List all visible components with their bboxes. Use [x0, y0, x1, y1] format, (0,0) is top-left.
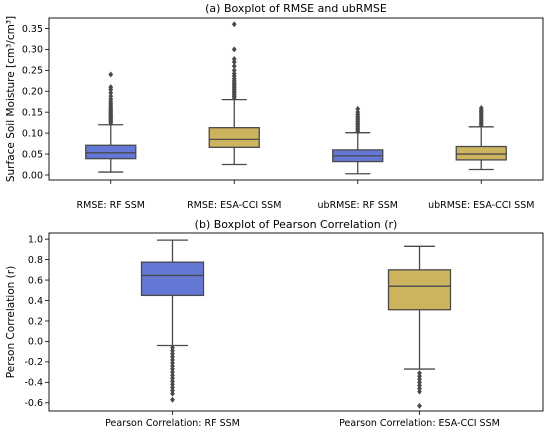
outlier-point — [170, 384, 175, 391]
panel-b-ylabel: Person Correlation (r) — [5, 266, 17, 378]
box-iqr — [387, 269, 452, 311]
category-label: RMSE: RF SSM — [77, 200, 145, 211]
outlier-point — [417, 370, 422, 377]
category-label: Pearson Correlation: RF SSM — [105, 418, 240, 429]
panel-b-category-labels: Pearson Correlation: RF SSM Pearson Corre… — [105, 411, 500, 429]
panel-a: (a) Boxplot of RMSE and ubRMSE Surface S… — [5, 2, 544, 211]
y-tick-label: 0.6 — [28, 275, 43, 286]
outlier-point — [170, 344, 175, 351]
outlier-point — [170, 396, 175, 403]
y-tick-label: 0.20 — [22, 87, 43, 98]
y-tick-label: 0.10 — [22, 128, 43, 139]
box-iqr — [85, 144, 137, 160]
y-tick-label: -0.4 — [24, 378, 43, 389]
box-1 — [85, 71, 137, 173]
outlier-point — [170, 378, 175, 385]
box-2 — [387, 245, 452, 409]
outlier-point — [417, 379, 422, 386]
panel-b-frame — [48, 232, 544, 412]
outlier-point — [478, 105, 484, 111]
outlier-point — [417, 376, 422, 383]
outlier-point — [170, 372, 175, 379]
y-tick-label: -0.2 — [24, 357, 43, 368]
y-tick-label: 0.05 — [22, 149, 43, 160]
outlier-point — [170, 356, 175, 363]
panel-b-boxes — [140, 239, 452, 409]
outlier-point — [231, 70, 237, 77]
outlier-point — [231, 67, 237, 74]
outlier-point — [170, 369, 175, 376]
outlier-point — [170, 390, 175, 397]
category-label: Pearson Correlation: ESA-CCI SSM — [339, 418, 500, 429]
y-tick-label: 0.35 — [22, 24, 43, 35]
outlier-point — [231, 21, 237, 28]
outlier-point — [170, 359, 175, 366]
y-tick-label: 0.2 — [28, 316, 43, 327]
box-iqr — [140, 261, 205, 297]
y-tick-label: 0.00 — [22, 170, 43, 181]
box-3 — [332, 105, 384, 175]
outlier-point — [108, 84, 114, 91]
y-tick-label: 0.25 — [22, 66, 43, 77]
category-label: ubRMSE: RF SSM — [318, 200, 398, 211]
outlier-point — [231, 63, 237, 70]
y-tick-label: 0.15 — [22, 107, 43, 118]
outlier-point — [170, 366, 175, 373]
box-iqr — [208, 127, 260, 148]
outlier-point — [417, 388, 422, 395]
y-tick-label: -0.6 — [24, 398, 43, 409]
outlier-point — [170, 381, 175, 388]
box-2 — [208, 21, 260, 166]
outlier-point — [170, 387, 175, 394]
y-tick-label: 0.4 — [28, 296, 43, 307]
outlier-point — [170, 375, 175, 382]
outlier-point — [231, 56, 237, 63]
outlier-point — [108, 93, 114, 100]
panel-b-title: (b) Boxplot of Pearson Correlation (r) — [195, 218, 398, 231]
outlier-point — [170, 350, 175, 357]
box-1 — [140, 239, 205, 403]
outlier-point — [355, 105, 361, 112]
outlier-point — [170, 347, 175, 354]
panel-a-boxes — [85, 21, 507, 175]
y-tick-label: 0.30 — [22, 45, 43, 56]
panel-a-ticks: 0.00 0.05 0.10 0.15 0.20 0.25 0.30 0.35 — [22, 24, 49, 181]
panel-b: (b) Boxplot of Pearson Correlation (r) P… — [5, 218, 544, 429]
outlier-point — [417, 373, 422, 380]
y-tick-label: 0.0 — [28, 337, 43, 348]
y-tick-label: 1.0 — [28, 234, 43, 245]
panel-a-ylabel: Surface Soil Moisture [cm³/cm³] — [5, 16, 17, 182]
outlier-point — [417, 382, 422, 389]
category-label: ubRMSE: ESA-CCI SSM — [428, 200, 534, 211]
outlier-point — [417, 385, 422, 392]
outlier-point — [170, 362, 175, 369]
outlier-point — [108, 89, 114, 96]
panel-b-ticks: -0.6 -0.4 -0.2 0.0 0.2 0.4 0.6 0.8 1.0 — [24, 234, 49, 409]
outlier-point — [108, 71, 114, 78]
outlier-point — [170, 353, 175, 360]
box-4 — [455, 105, 507, 171]
box-iqr — [455, 145, 507, 161]
category-label: RMSE: ESA-CCI SSM — [187, 200, 281, 211]
y-tick-label: 0.8 — [28, 255, 43, 266]
panel-a-frame — [48, 17, 544, 181]
outlier-point — [355, 109, 361, 116]
outlier-point — [417, 402, 422, 409]
panel-a-title: (a) Boxplot of RMSE and ubRMSE — [205, 2, 387, 15]
outlier-point — [231, 46, 237, 53]
panel-a-category-labels: RMSE: RF SSM RMSE: ESA-CCI SSM ubRMSE: RF … — [77, 180, 534, 211]
